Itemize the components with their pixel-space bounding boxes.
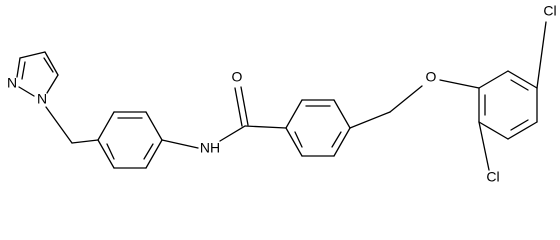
bond: [16, 57, 21, 78]
bond: [389, 85, 423, 113]
bond: [333, 99, 351, 129]
bond: [285, 99, 303, 129]
bond: [478, 70, 509, 89]
atom-label: NH: [200, 140, 220, 156]
bond: [219, 125, 246, 142]
bond: [19, 51, 46, 59]
atom-label: N: [37, 91, 47, 107]
bond: [18, 86, 35, 97]
bond: [240, 86, 249, 126]
bond: [285, 127, 303, 157]
bond: [244, 125, 287, 129]
bond: [507, 70, 538, 89]
bond: [46, 74, 59, 94]
bond: [145, 111, 163, 141]
bonds: [16, 21, 547, 171]
bond: [143, 143, 154, 160]
bond: [161, 139, 199, 149]
bond: [145, 139, 163, 169]
bond: [536, 21, 547, 89]
bond: [45, 106, 73, 144]
bond: [43, 57, 54, 73]
bond: [439, 79, 480, 89]
bond: [294, 131, 303, 148]
bond: [349, 111, 391, 129]
atom-label: O: [426, 69, 437, 85]
atom-label: Cl: [486, 169, 499, 185]
bond: [106, 143, 115, 160]
bond: [97, 139, 115, 169]
bond: [21, 61, 26, 80]
bond: [510, 119, 529, 131]
bond: [333, 127, 351, 157]
atom-label: N: [7, 75, 17, 91]
bond: [234, 87, 243, 127]
atom-label: O: [232, 69, 243, 85]
bond: [331, 131, 342, 148]
bond: [510, 79, 529, 91]
atom-labels: N N NH O O Cl Cl: [7, 3, 557, 185]
bond: [44, 51, 59, 76]
bond: [97, 111, 115, 141]
bond: [71, 139, 99, 144]
bond: [478, 121, 490, 171]
atom-label: Cl: [543, 3, 556, 19]
bond: [507, 121, 538, 140]
bond: [478, 121, 509, 140]
molecule-diagram: N N NH O O Cl Cl: [7, 3, 557, 185]
